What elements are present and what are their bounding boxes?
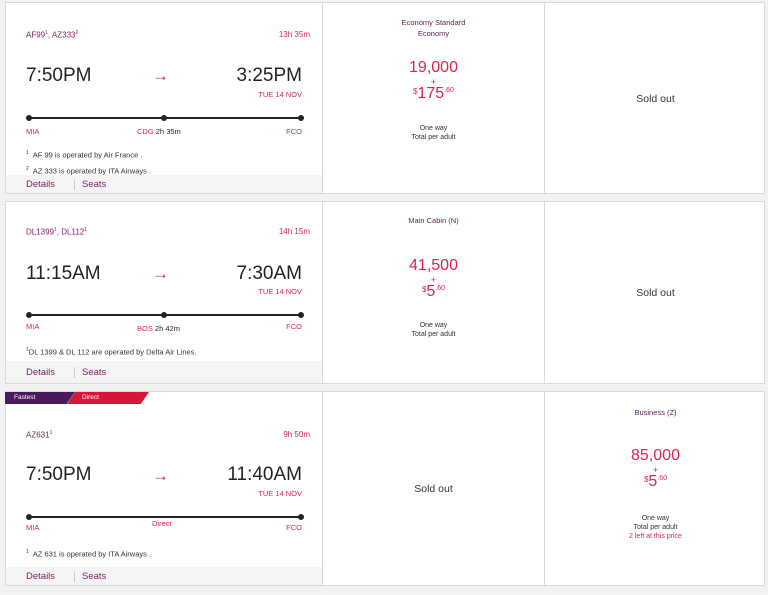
destination-airport: FCO xyxy=(286,523,302,532)
flight-footer: Details Seats xyxy=(6,567,322,585)
layover-duration: 2h 35m xyxy=(155,127,181,136)
arrival-date: TUE 14 NOV xyxy=(258,287,302,296)
origin-airport: MIA xyxy=(26,127,40,136)
fastest-badge: Fastest xyxy=(5,392,75,404)
seats-link[interactable]: Seats xyxy=(82,571,107,582)
fare-option-main-cabin[interactable]: Main Cabin (N) 41,500 + $5.60 One way Tot… xyxy=(322,202,544,383)
seats-left-notice: 2 left at this price xyxy=(629,533,682,540)
right-arrow-icon: → xyxy=(152,66,169,85)
divider xyxy=(74,571,75,582)
fare-option-economy[interactable]: Economy Standard Economy 19,000 + $175.60… xyxy=(322,3,544,193)
direct-label: Direct xyxy=(152,519,172,528)
route-stop-dot-icon xyxy=(26,514,32,520)
arrival-date: TUE 14 NOV xyxy=(258,90,302,99)
origin-airport: MIA xyxy=(26,523,40,532)
cash-price: $175.60 xyxy=(413,85,454,102)
right-arrow-icon: → xyxy=(152,466,169,485)
fare-option-unavailable: Sold out xyxy=(322,392,544,585)
arrival-time: 7:30AM xyxy=(236,263,302,284)
flight-duration: 14h 15m xyxy=(278,227,310,236)
fare-terms: One way Total per adult xyxy=(411,125,456,141)
flight-numbers: AZ6311 xyxy=(26,430,53,440)
cabin-name: Main Cabin (N) xyxy=(408,216,459,225)
route-stop-dot-icon xyxy=(298,514,304,520)
seats-link[interactable]: Seats xyxy=(82,179,107,190)
destination-airport: FCO xyxy=(286,322,302,331)
route-stop-dot-icon xyxy=(26,115,32,121)
route-line xyxy=(26,312,304,318)
points-price: 85,000 xyxy=(631,447,680,464)
layover: BOS 2h 42m xyxy=(137,324,180,333)
fare-terms: One way Total per adult xyxy=(411,322,456,338)
sold-out-label: Sold out xyxy=(636,287,675,299)
arrival-time: 11:40AM xyxy=(227,464,302,485)
route-line xyxy=(26,115,304,121)
right-arrow-icon: → xyxy=(152,264,169,283)
details-link[interactable]: Details xyxy=(26,571,56,582)
points-price: 19,000 xyxy=(409,59,458,76)
divider xyxy=(74,179,75,190)
cash-price: $5.60 xyxy=(421,283,446,300)
sold-out-label: Sold out xyxy=(414,483,453,495)
plus-sign: + xyxy=(430,77,437,87)
details-link[interactable]: Details xyxy=(26,367,56,378)
layover-airport: BOS xyxy=(137,324,153,333)
cash-price: $5.60 xyxy=(643,473,668,490)
sold-out-label: Sold out xyxy=(636,93,675,105)
divider xyxy=(74,367,75,378)
plus-sign: + xyxy=(652,465,659,475)
layover-duration: 2h 42m xyxy=(154,324,180,333)
route-stop-dot-icon xyxy=(298,312,304,318)
flight-card-1: AF991, AZ3332 13h 35m 7:50PM → 3:25PM TU… xyxy=(5,2,765,194)
details-link[interactable]: Details xyxy=(26,179,56,190)
route-stop-dot-icon xyxy=(161,312,167,318)
origin-airport: MIA xyxy=(26,322,40,331)
seats-link[interactable]: Seats xyxy=(82,367,107,378)
flight-numbers: DL13991, DL1121 xyxy=(26,227,88,237)
flight-duration: 13h 35m xyxy=(278,30,310,39)
departure-time: 7:50PM xyxy=(26,464,92,485)
flight-summary: AZ6311 9h 50m 7:50PM → 11:40AM TUE 14 NO… xyxy=(6,392,322,585)
fare-option-unavailable: Sold out xyxy=(544,202,766,383)
flight-summary: AF991, AZ3332 13h 35m 7:50PM → 3:25PM TU… xyxy=(6,3,322,193)
layover-airport: CDG xyxy=(137,127,154,136)
flight-duration: 9h 50m xyxy=(283,430,310,439)
route-stop-dot-icon xyxy=(298,115,304,121)
operator-note: 2 AZ 333 is operated by ITA Airways . xyxy=(26,166,152,176)
cabin-name: Business (Z) xyxy=(634,408,677,417)
fare-option-unavailable: Sold out xyxy=(544,3,766,193)
arrival-date: TUE 14 NOV xyxy=(258,489,302,498)
flight-footer: Details Seats xyxy=(6,361,322,383)
flight-card-2: DL13991, DL1121 14h 15m 11:15AM → 7:30AM… xyxy=(5,201,765,384)
route-stop-dot-icon xyxy=(161,115,167,121)
arrival-time: 3:25PM xyxy=(236,65,302,86)
flight-numbers: AF991, AZ3332 xyxy=(26,30,79,40)
points-price: 41,500 xyxy=(409,257,458,274)
route-stop-dot-icon xyxy=(26,312,32,318)
route-line xyxy=(26,514,304,520)
direct-badge: Direct xyxy=(67,392,149,404)
operator-note: 1 AZ 631 is operated by ITA Airways . xyxy=(26,549,152,559)
fare-option-business[interactable]: Business (Z) 85,000 + $5.60 One way Total… xyxy=(544,392,766,585)
cabin-name: Economy Standard Economy xyxy=(401,18,466,38)
plus-sign: + xyxy=(430,275,437,285)
operator-note: 1 AF 99 is operated by Air France . xyxy=(26,150,143,160)
departure-time: 7:50PM xyxy=(26,65,92,86)
flight-footer: Details Seats xyxy=(6,175,322,193)
destination-airport: FCO xyxy=(286,127,302,136)
layover: CDG 2h 35m xyxy=(137,127,181,136)
departure-time: 11:15AM xyxy=(26,263,101,284)
operator-note: 1DL 1399 & DL 112 are operated by Delta … xyxy=(26,347,197,357)
flight-card-3: AZ6311 9h 50m 7:50PM → 11:40AM TUE 14 NO… xyxy=(5,391,765,586)
flight-summary: DL13991, DL1121 14h 15m 11:15AM → 7:30AM… xyxy=(6,202,322,383)
fare-terms: One way Total per adult 2 left at this pri… xyxy=(545,514,766,541)
